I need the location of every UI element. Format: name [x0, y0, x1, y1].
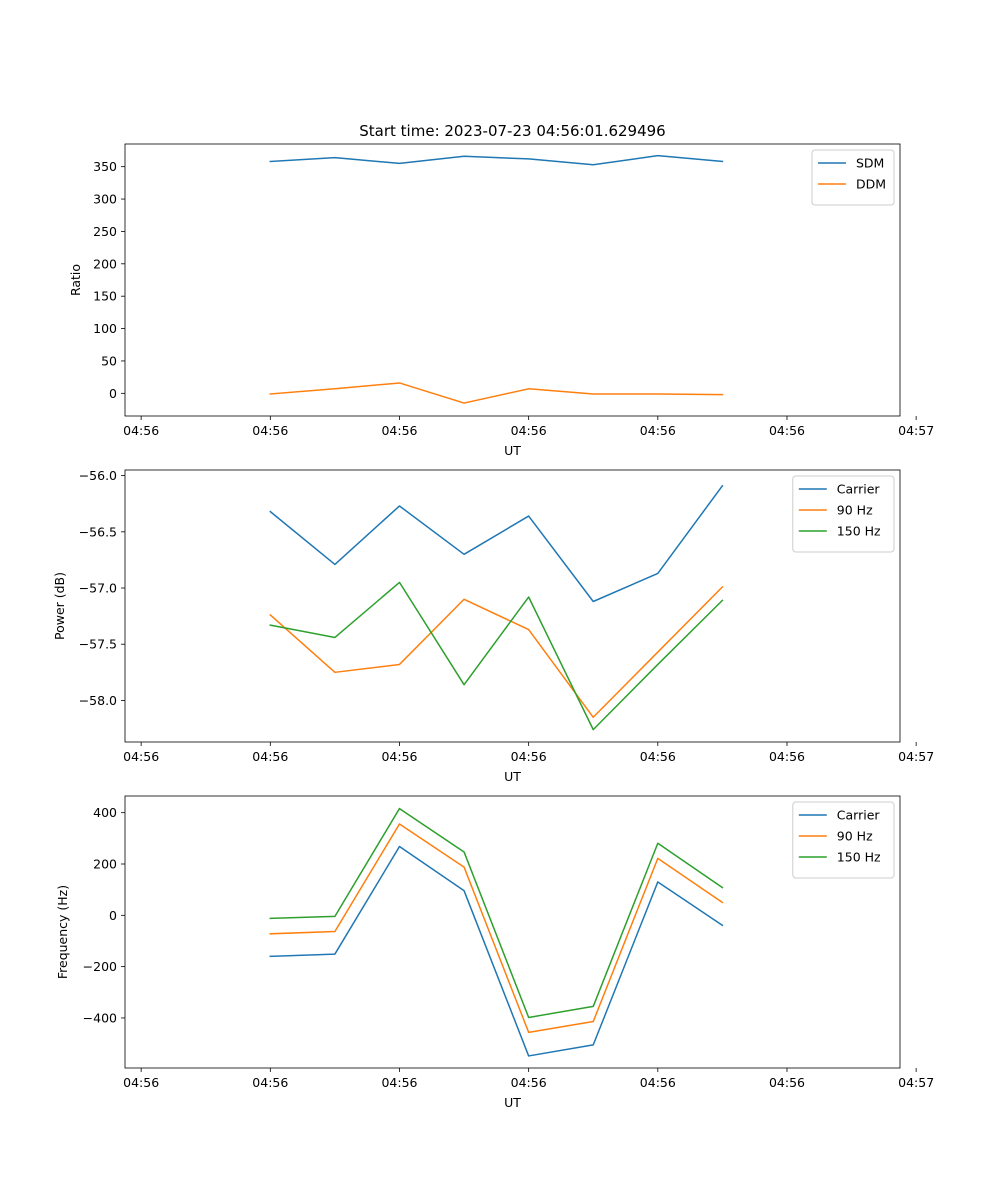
frequency-x-tick-label: 04:56 [252, 1075, 288, 1090]
frequency-x-axis-label: UT [504, 1095, 521, 1110]
ratio-y-tick-label: 250 [93, 224, 117, 239]
ratio-x-tick-label: 04:56 [640, 423, 676, 438]
ratio-x-tick-label: 04:56 [769, 423, 805, 438]
frequency-x-tick-label: 04:56 [640, 1075, 676, 1090]
frequency-x-tick-label: 04:56 [769, 1075, 805, 1090]
frequency-legend-150-hz-label: 150 Hz [837, 850, 881, 865]
power-y-axis-label: Power (dB) [52, 572, 67, 640]
power-series-carrier-line [269, 484, 724, 603]
power-x-tick-label: 04:56 [381, 749, 417, 764]
ratio-series-ddm-line [269, 382, 724, 404]
frequency-series-150-hz-line [269, 807, 724, 1019]
frequency-legend-carrier-label: Carrier [837, 808, 881, 823]
power-legend: Carrier 90 Hz 150 Hz [792, 475, 895, 553]
ratio-y-tick-label: 50 [101, 353, 117, 368]
power-x-tick-label: 04:56 [769, 749, 805, 764]
ratio-y-axis-label: Ratio [68, 264, 83, 296]
power-series-90-hz-line [269, 585, 724, 719]
power-x-tick-label: 04:57 [898, 749, 934, 764]
frequency-x-tick-label: 04:56 [123, 1075, 159, 1090]
frequency-x-tick-label: 04:56 [381, 1075, 417, 1090]
ratio-legend-ddm-label: DDM [856, 177, 886, 192]
frequency-y-tick-label: −400 [83, 1010, 117, 1025]
frequency-y-axis-label: Frequency (Hz) [55, 885, 70, 979]
power-legend-150-hz-label: 150 Hz [837, 524, 881, 539]
frequency-y-tick-label: 0 [109, 908, 117, 923]
ratio-x-tick-label: 04:56 [123, 423, 159, 438]
frequency-legend-box [792, 801, 895, 879]
frequency-y-tick-label: 200 [93, 857, 117, 872]
ratio-legend: SDM DDM [811, 149, 895, 206]
power-plot: 04:56 04:56 04:56 04:56 04:56 04:56 04:57 −58.0… [52, 468, 934, 784]
frequency-legend-90-hz-label: 90 Hz [837, 829, 873, 844]
power-y-tick-label: −57.0 [79, 581, 117, 596]
power-y-tick-label: −56.0 [79, 468, 117, 483]
ratio-x-tick-label: 04:56 [252, 423, 288, 438]
frequency-y-tick-label: 400 [93, 805, 117, 820]
ratio-plot: 04:56 04:56 04:56 04:56 04:56 04:56 04:57 0 50 10… [68, 143, 934, 458]
power-x-axis-label: UT [504, 769, 521, 784]
ratio-plot-frame [124, 143, 901, 417]
ratio-y-tick-label: 300 [93, 192, 117, 207]
ratio-series-sdm-line [269, 154, 724, 166]
frequency-plot-frame [124, 795, 901, 1069]
frequency-x-tick-label: 04:56 [511, 1075, 547, 1090]
power-y-tick-label: −57.5 [79, 637, 117, 652]
ratio-x-tick-label: 04:56 [381, 423, 417, 438]
power-series-150-hz-line [269, 581, 724, 731]
chart-title: Start time: 2023-07-23 04:56:01.629496 [359, 122, 665, 140]
frequency-y-tick-label: −200 [83, 959, 117, 974]
ratio-y-tick-label: 0 [109, 386, 117, 401]
power-legend-carrier-label: Carrier [837, 482, 881, 497]
power-legend-90-hz-label: 90 Hz [837, 503, 873, 518]
ratio-x-axis-label: UT [504, 443, 521, 458]
ratio-y-tick-label: 100 [93, 321, 117, 336]
ratio-y-tick-label: 350 [93, 159, 117, 174]
power-plot-frame [124, 469, 901, 743]
power-x-tick-label: 04:56 [252, 749, 288, 764]
power-x-tick-label: 04:56 [511, 749, 547, 764]
frequency-series-90-hz-line [269, 823, 724, 1034]
power-x-tick-label: 04:56 [123, 749, 159, 764]
ratio-x-tick-label: 04:57 [898, 423, 934, 438]
frequency-x-tick-label: 04:57 [898, 1075, 934, 1090]
power-x-tick-label: 04:56 [640, 749, 676, 764]
ratio-legend-sdm-label: SDM [856, 156, 884, 171]
power-y-tick-label: −56.5 [79, 524, 117, 539]
frequency-legend: Carrier 90 Hz 150 Hz [792, 801, 895, 879]
ratio-y-tick-label: 200 [93, 256, 117, 271]
ratio-x-tick-label: 04:56 [511, 423, 547, 438]
power-y-tick-label: −58.0 [79, 693, 117, 708]
power-legend-box [792, 475, 895, 553]
frequency-plot: 04:56 04:56 04:56 04:56 04:56 04:56 04:57 −400 −… [55, 795, 934, 1110]
frequency-series-carrier-line [269, 845, 724, 1057]
ratio-y-tick-label: 150 [93, 289, 117, 304]
